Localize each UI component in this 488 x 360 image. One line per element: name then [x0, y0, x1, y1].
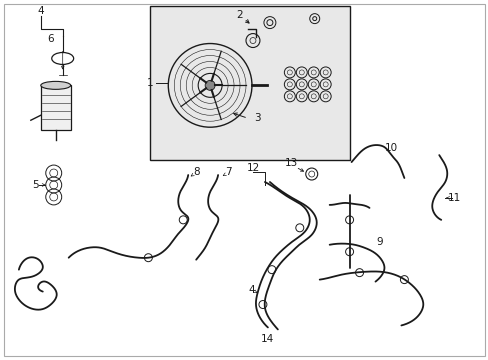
Ellipse shape	[41, 81, 71, 89]
Text: 12: 12	[246, 163, 259, 173]
Text: 3: 3	[254, 113, 261, 123]
Circle shape	[205, 80, 215, 90]
Text: 7: 7	[224, 167, 231, 177]
Text: 1: 1	[146, 78, 153, 88]
Text: 2: 2	[236, 10, 243, 20]
Text: 4: 4	[248, 284, 255, 294]
Text: 14: 14	[261, 334, 274, 345]
Text: 11: 11	[447, 193, 460, 203]
Text: 6: 6	[47, 33, 54, 44]
Text: 10: 10	[384, 143, 397, 153]
Text: 8: 8	[192, 167, 199, 177]
Text: 13: 13	[285, 158, 298, 168]
Text: 4: 4	[38, 6, 44, 15]
Text: 5: 5	[32, 180, 39, 190]
Bar	[41, 85, 71, 130]
Bar	[150, 6, 349, 160]
Text: 9: 9	[375, 237, 382, 247]
